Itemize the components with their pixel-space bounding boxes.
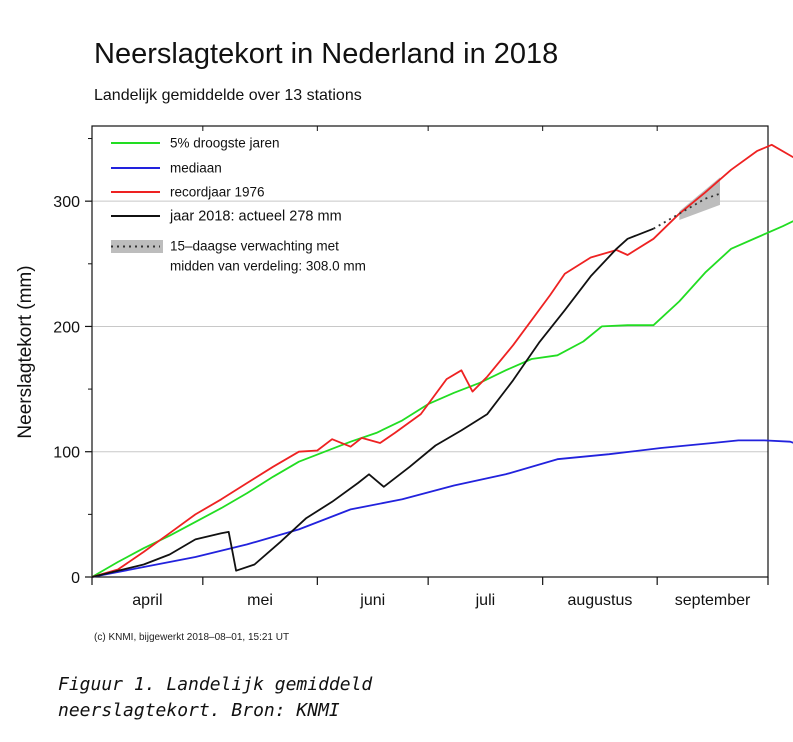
caption-line-1: Figuur 1. Landelijk gemiddeld (58, 674, 373, 695)
legend-label-mediaan: mediaan (170, 161, 222, 176)
y-tick-labels: 0 100 200 300 (53, 194, 80, 587)
legend: 5% droogste jaren mediaan recordjaar 197… (111, 136, 366, 274)
y-tick-label: 100 (53, 445, 80, 462)
plot-frame (91, 125, 769, 578)
chart-title: Neerslagtekort in Nederland in 2018 (94, 38, 558, 70)
legend-label-droog5: 5% droogste jaren (170, 136, 280, 151)
month-label-september: september (675, 592, 751, 609)
month-label-juli: juli (475, 592, 496, 609)
y-tick-label: 300 (53, 194, 80, 211)
series-layer (91, 143, 793, 578)
figure-caption: Figuur 1. Landelijk gemiddeld neerslagte… (58, 672, 478, 724)
month-label-mei: mei (247, 592, 273, 609)
month-label-april: april (132, 592, 162, 609)
series-line-5-droogste-jaren (91, 220, 793, 578)
y-tick-label: 200 (53, 319, 80, 336)
legend-label-forecast-2: midden van verdeling: 308.0 mm (170, 259, 366, 274)
axis-ticks (85, 126, 769, 585)
credit-line: (c) KNMI, bijgewerkt 2018–08–01, 15:21 U… (94, 632, 289, 643)
caption-line-2: neerslagtekort. Bron: KNMI (58, 700, 340, 721)
y-tick-label: 0 (71, 570, 80, 587)
gridlines (92, 200, 768, 453)
legend-label-record1976: recordjaar 1976 (170, 185, 265, 200)
series-line-15-daagse-verwachting (653, 192, 721, 230)
month-label-augustus: augustus (567, 592, 632, 609)
legend-label-jaar2018: jaar 2018: actueel 278 mm (169, 209, 342, 225)
month-labels: april mei juni juli augustus september (132, 592, 751, 609)
y-axis-label: Neerslagtekort (mm) (15, 265, 36, 438)
series-line-jaar-2018 (91, 227, 654, 578)
month-label-juni: juni (359, 592, 385, 609)
series-line-recordjaar-1976 (91, 143, 793, 578)
series-line-mediaan (91, 439, 793, 578)
chart-subtitle: Landelijk gemiddelde over 13 stations (94, 87, 362, 104)
legend-label-forecast-1: 15–daagse verwachting met (170, 239, 339, 254)
